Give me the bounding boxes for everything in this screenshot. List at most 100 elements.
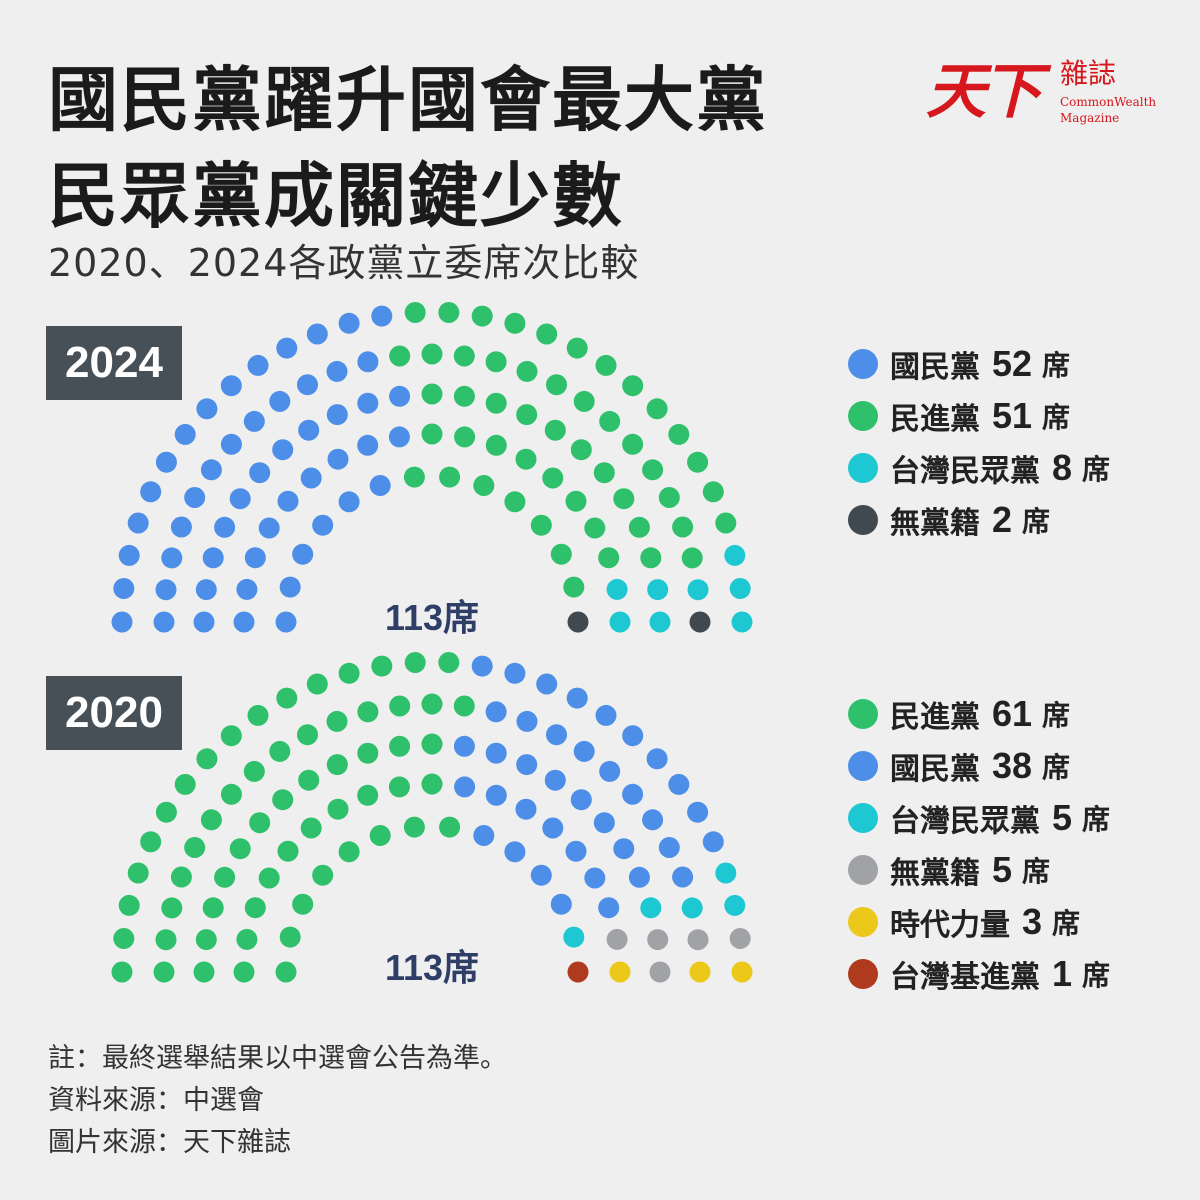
seat-dot	[357, 434, 379, 456]
seat-dot	[485, 434, 507, 456]
seat-dot	[127, 512, 149, 534]
seat-dot	[542, 817, 564, 839]
seat-dot	[485, 742, 507, 764]
seat-dot	[729, 578, 751, 599]
seat-dot	[369, 825, 391, 846]
seat-dot	[200, 809, 222, 831]
seat-dot	[649, 611, 671, 633]
seat-dot	[118, 544, 140, 566]
seat-dot	[731, 611, 753, 633]
seat-dot	[536, 673, 558, 695]
legend-unit: 席	[1082, 959, 1111, 992]
legend-swatch	[848, 907, 878, 937]
legend-party-name: 時代力量	[890, 908, 1010, 943]
seat-dot	[276, 687, 298, 709]
seat-dot	[404, 302, 426, 323]
legend-party-name: 台灣基進黨	[890, 960, 1040, 995]
seat-dot	[195, 929, 217, 951]
legend-swatch	[848, 453, 878, 483]
note-image-source: 圖片來源：天下雜誌	[48, 1127, 291, 1158]
seat-dot	[570, 439, 592, 461]
seat-dot	[546, 374, 567, 396]
seat-dot	[658, 837, 680, 858]
commonwealth-logo: 天下 雜誌 CommonWealth Magazine	[926, 54, 1166, 134]
legend-item: 民進黨 51 席	[848, 395, 1071, 437]
seat-dot	[233, 961, 255, 983]
seat-dot	[646, 748, 668, 770]
seat-dot	[327, 448, 349, 470]
legend-party-name: 國民黨	[890, 350, 980, 385]
seat-dot	[249, 462, 271, 484]
seat-dot	[236, 578, 258, 600]
seat-dot	[292, 893, 314, 915]
seat-dot	[689, 611, 711, 633]
seat-dot	[170, 866, 192, 888]
seat-dot	[312, 514, 334, 536]
legend-unit: 席	[1082, 453, 1111, 486]
seat-dot	[566, 687, 588, 709]
legend-party-name: 民進黨	[890, 700, 980, 735]
seat-dot	[421, 383, 443, 405]
seat-dot	[628, 516, 650, 538]
seat-dot	[681, 547, 703, 569]
seat-dot	[193, 611, 215, 633]
seat-dot	[628, 866, 650, 888]
seat-dot	[388, 776, 410, 798]
seat-dot	[202, 897, 224, 919]
seat-dot	[389, 735, 411, 757]
seat-dot	[233, 611, 255, 633]
legend-unit: 席	[1042, 699, 1071, 732]
seat-dot	[687, 929, 709, 951]
year-badge-2024: 2024	[46, 326, 182, 400]
legend-item: 台灣民眾黨 5 席	[848, 797, 1111, 839]
seat-dot	[184, 487, 206, 508]
seat-dot	[668, 773, 690, 795]
seat-dot	[421, 343, 443, 365]
seat-dot	[584, 517, 606, 539]
seat-dot	[453, 695, 475, 717]
seat-dot	[473, 475, 495, 496]
legend-item: 台灣民眾黨 8 席	[848, 447, 1111, 489]
legend-unit: 席	[1052, 907, 1081, 940]
seat-dot	[161, 897, 183, 919]
seat-dot	[647, 929, 669, 951]
seat-dot	[622, 433, 644, 455]
seat-dot	[724, 544, 746, 566]
seat-dot	[565, 490, 587, 512]
logo-sub-text: 雜誌	[1060, 57, 1117, 90]
seat-dot	[567, 611, 589, 633]
seat-dot	[369, 475, 391, 496]
legend-swatch	[848, 401, 878, 431]
seat-dot	[649, 961, 671, 983]
seat-dot	[516, 710, 538, 732]
legend-unit: 席	[1082, 803, 1111, 836]
seat-dot	[438, 652, 460, 673]
seat-dot	[689, 961, 711, 983]
seat-dot	[297, 374, 318, 396]
legend-swatch	[848, 699, 878, 729]
legend-unit: 席	[1042, 401, 1071, 434]
title-line-2: 民眾黨成關鍵少數	[48, 155, 624, 237]
legend-party-name: 台灣民眾黨	[890, 804, 1040, 839]
seat-dot	[593, 812, 615, 834]
seat-dot	[658, 487, 680, 508]
legend-item: 民進黨 61 席	[848, 693, 1071, 735]
seat-dot	[530, 864, 552, 886]
seat-dot	[403, 816, 425, 838]
seat-dot	[389, 385, 411, 407]
legend-seat-count: 8	[1052, 447, 1073, 488]
total-seats-label-2020: 113席	[385, 947, 479, 988]
seat-dot	[243, 760, 265, 782]
seat-dot	[485, 392, 507, 414]
seat-dot	[155, 579, 177, 601]
seat-dot	[702, 481, 724, 503]
seat-dot	[421, 693, 443, 715]
seat-dot	[622, 783, 644, 805]
seat-dot	[550, 543, 572, 565]
seat-dot	[421, 733, 443, 755]
seat-dot	[640, 897, 662, 919]
seat-dot	[485, 784, 507, 806]
legend-swatch	[848, 349, 878, 379]
seat-dot	[155, 451, 177, 473]
seat-dot	[516, 754, 538, 776]
